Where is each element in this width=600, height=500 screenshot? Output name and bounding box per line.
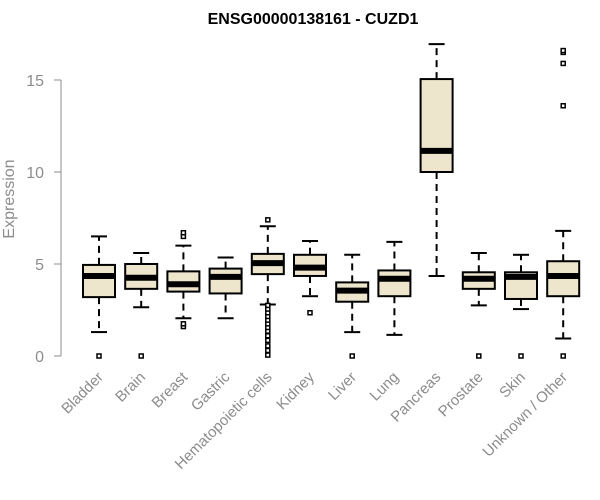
outlier-point xyxy=(265,302,271,309)
x-tick-label: Breast xyxy=(149,368,192,411)
outlier-point xyxy=(560,47,566,54)
box-breast xyxy=(166,229,201,330)
outlier-point xyxy=(265,347,271,354)
y-axis-label: Expression xyxy=(1,159,18,238)
x-tick-label: Brain xyxy=(112,369,149,406)
x-tick-label: Liver xyxy=(325,369,360,404)
outlier-point xyxy=(560,103,566,109)
outlier-point xyxy=(518,353,524,359)
outlier-point xyxy=(265,337,271,344)
y-tick-label: 10 xyxy=(26,165,44,182)
outlier-point xyxy=(265,343,271,349)
outlier-point xyxy=(560,60,566,67)
x-tick-label: Skin xyxy=(496,369,529,402)
y-axis: 0 5 10 15 xyxy=(26,73,62,366)
box-gastric xyxy=(208,256,243,320)
x-tick-label: Lung xyxy=(367,369,403,405)
box-lung xyxy=(377,240,412,336)
iqr-box xyxy=(82,263,116,299)
box-bladder xyxy=(82,235,116,359)
outlier-point xyxy=(265,217,271,223)
outlier-point xyxy=(138,353,144,359)
box-kidney xyxy=(293,240,327,316)
outlier-point xyxy=(560,353,566,359)
outlier-point xyxy=(476,353,482,359)
box-unknown-other xyxy=(546,47,581,359)
outlier-point xyxy=(265,352,271,358)
iqr-box xyxy=(419,78,454,173)
outlier-point xyxy=(349,353,355,359)
outlier-point xyxy=(96,353,102,359)
box-pancreas xyxy=(419,43,454,277)
x-tick-label: Kidney xyxy=(273,368,318,413)
outlier-point xyxy=(180,229,187,236)
x-tick-label: Prostate xyxy=(435,369,487,421)
box-brain xyxy=(124,251,159,359)
boxes-layer xyxy=(82,43,581,359)
chart-title: ENSG00000138161 - CUZD1 xyxy=(208,11,419,28)
outlier-point xyxy=(307,310,313,316)
y-tick-label: 0 xyxy=(35,349,44,366)
outlier-point xyxy=(265,333,271,339)
x-tick-label: Bladder xyxy=(58,369,107,418)
box-liver xyxy=(335,253,370,359)
box-skin xyxy=(504,253,538,359)
box-hematopoietic-cells xyxy=(250,217,285,358)
outlier-point xyxy=(180,321,187,327)
y-tick-label: 15 xyxy=(26,73,44,90)
box-prostate xyxy=(461,251,496,359)
iqr-box xyxy=(208,267,243,295)
iqr-box xyxy=(377,269,412,298)
y-tick-label: 5 xyxy=(35,257,44,274)
